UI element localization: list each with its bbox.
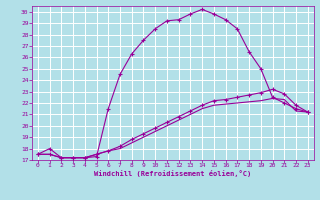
X-axis label: Windchill (Refroidissement éolien,°C): Windchill (Refroidissement éolien,°C) xyxy=(94,170,252,177)
